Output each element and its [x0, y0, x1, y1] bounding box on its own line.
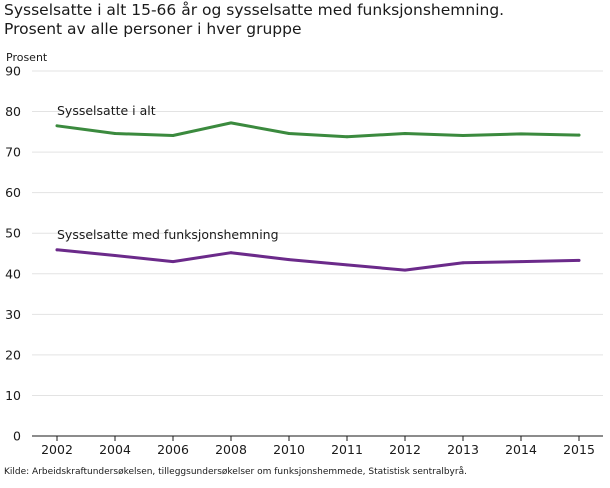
y-tick-label-50: 50 — [5, 226, 21, 241]
data-point-sysselsatte-i-alt-2013 — [461, 134, 465, 137]
y-axis-ticks: 0 10 20 30 40 50 60 70 80 90 — [5, 64, 21, 444]
chart-title-line-1: Sysselsatte i alt 15-66 år og sysselsatt… — [4, 1, 505, 19]
data-point-sysselsatte-i-alt-2008 — [229, 121, 233, 125]
x-tick-label-2012: 2012 — [389, 442, 421, 457]
data-point-sysselsatte-i-alt-2006 — [171, 134, 175, 137]
series-line-sysselsatte-med-funksjonshemning — [55, 248, 581, 272]
data-point-sysselsatte-med-funksjonshemning-2012 — [403, 268, 407, 272]
data-point-sysselsatte-med-funksjonshemning-2004 — [113, 254, 117, 257]
y-tick-label-40: 40 — [5, 266, 21, 281]
data-point-sysselsatte-med-funksjonshemning-2015 — [577, 258, 581, 262]
data-point-sysselsatte-med-funksjonshemning-2010 — [287, 258, 291, 261]
y-tick-label-70: 70 — [5, 145, 21, 160]
y-tick-label-30: 30 — [5, 307, 21, 322]
y-tick-label-80: 80 — [5, 104, 21, 119]
data-point-sysselsatte-i-alt-2015 — [577, 133, 581, 137]
series-line-sysselsatte-i-alt — [55, 121, 581, 139]
chart-title-line-2: Prosent av alle personer i hver gruppe — [4, 20, 302, 38]
x-tick-label-2011: 2011 — [331, 442, 363, 457]
y-axis-unit-label: Prosent — [6, 51, 48, 64]
series-group — [55, 121, 581, 272]
x-axis-ticks: 2002 2004 2006 2008 2010 2011 2012 2013 2014 2015 — [41, 436, 595, 457]
data-point-sysselsatte-med-funksjonshemning-2011 — [345, 263, 349, 267]
data-point-sysselsatte-med-funksjonshemning-2014 — [519, 260, 523, 264]
x-tick-label-2006: 2006 — [157, 442, 189, 457]
x-tick-label-2002: 2002 — [41, 442, 73, 457]
data-point-sysselsatte-i-alt-2011 — [345, 135, 349, 139]
data-point-sysselsatte-i-alt-2014 — [519, 132, 523, 136]
data-point-sysselsatte-med-funksjonshemning-2008 — [229, 251, 233, 255]
y-tick-label-60: 60 — [5, 185, 21, 200]
x-tick-label-2014: 2014 — [505, 442, 537, 457]
data-point-sysselsatte-i-alt-2012 — [403, 132, 407, 135]
y-tick-label-20: 20 — [5, 347, 21, 362]
data-point-sysselsatte-med-funksjonshemning-2013 — [461, 261, 465, 265]
y-tick-label-90: 90 — [5, 64, 21, 79]
x-tick-label-2008: 2008 — [215, 442, 247, 457]
x-tick-label-2010: 2010 — [273, 442, 305, 457]
data-point-sysselsatte-i-alt-2002 — [55, 124, 59, 128]
data-point-sysselsatte-i-alt-2004 — [113, 132, 117, 135]
y-tick-label-10: 10 — [5, 388, 21, 403]
series-label-sysselsatte-i-alt: Sysselsatte i alt — [57, 103, 156, 118]
x-tick-label-2015: 2015 — [563, 442, 595, 457]
series-labels: Sysselsatte i alt Sysselsatte med funksjo… — [57, 103, 279, 242]
x-tick-label-2013: 2013 — [447, 442, 479, 457]
data-point-sysselsatte-med-funksjonshemning-2002 — [55, 248, 59, 252]
chart-title: Sysselsatte i alt 15-66 år og sysselsatt… — [4, 1, 504, 39]
data-point-sysselsatte-med-funksjonshemning-2006 — [171, 260, 175, 264]
x-tick-label-2004: 2004 — [99, 442, 131, 457]
series-label-sysselsatte-med-funksjonshemning: Sysselsatte med funksjonshemning — [57, 227, 279, 242]
data-point-sysselsatte-i-alt-2010 — [287, 132, 291, 135]
grid-lines — [32, 70, 603, 396]
source-note: Kilde: Arbeidskraftundersøkelsen, tilleg… — [4, 467, 467, 477]
y-tick-label-0: 0 — [13, 429, 21, 444]
